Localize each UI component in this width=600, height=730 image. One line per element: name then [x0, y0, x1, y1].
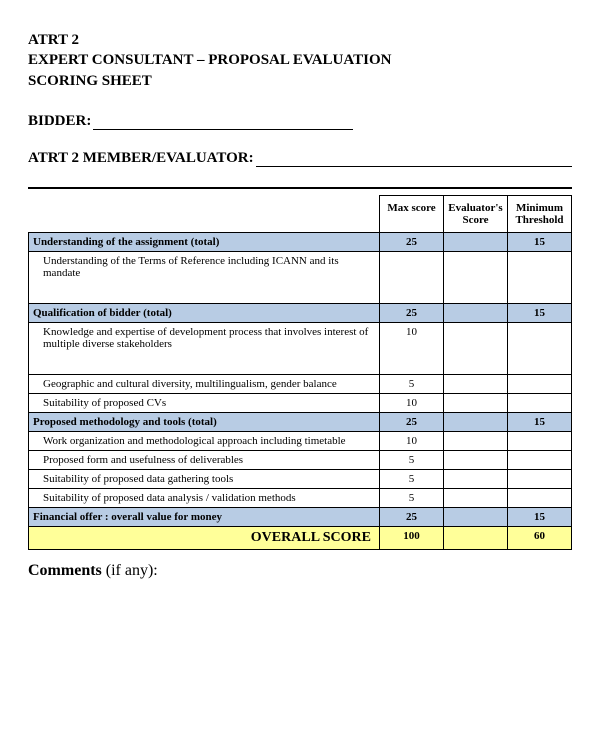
row-min — [508, 450, 572, 469]
row-desc: Proposed form and usefulness of delivera… — [29, 450, 380, 469]
section-evaluator — [444, 412, 508, 431]
row-min — [508, 322, 572, 374]
section-evaluator — [444, 232, 508, 251]
table-row: Suitability of proposed CVs10 — [29, 393, 572, 412]
row-max: 10 — [380, 431, 444, 450]
bidder-field: BIDDER: — [28, 113, 572, 130]
row-desc: Understanding of the Terms of Reference … — [29, 251, 380, 303]
evaluator-label: ATRT 2 MEMBER/EVALUATOR: — [28, 150, 254, 167]
title-line-3: SCORING SHEET — [28, 71, 572, 91]
comments-label: Comments — [28, 562, 102, 579]
col-max-header: Max score — [380, 195, 444, 232]
table-row: Proposed form and usefulness of delivera… — [29, 450, 572, 469]
section-max: 25 — [380, 412, 444, 431]
financial-row: Financial offer : overall value for mone… — [29, 507, 572, 526]
overall-label: OVERALL SCORE — [29, 526, 380, 549]
section-max: 25 — [380, 303, 444, 322]
table-row: Suitability of proposed data analysis / … — [29, 488, 572, 507]
bidder-label: BIDDER: — [28, 113, 91, 130]
row-max: 5 — [380, 374, 444, 393]
evaluator-input-line[interactable] — [256, 153, 572, 167]
row-evaluator — [444, 322, 508, 374]
section-min: 15 — [508, 232, 572, 251]
table-row: Geographic and cultural diversity, multi… — [29, 374, 572, 393]
row-desc: Suitability of proposed data gathering t… — [29, 469, 380, 488]
section-min: 15 — [508, 303, 572, 322]
table-row: Work organization and methodological app… — [29, 431, 572, 450]
comments-section: Comments (if any): — [28, 562, 572, 580]
financial-max: 25 — [380, 507, 444, 526]
financial-title: Financial offer : overall value for mone… — [29, 507, 380, 526]
row-min — [508, 393, 572, 412]
financial-evaluator — [444, 507, 508, 526]
row-evaluator — [444, 469, 508, 488]
section-header-row: Proposed methodology and tools (total)25… — [29, 412, 572, 431]
row-max: 5 — [380, 450, 444, 469]
row-min — [508, 374, 572, 393]
row-max: 5 — [380, 488, 444, 507]
row-max: 10 — [380, 322, 444, 374]
row-evaluator — [444, 374, 508, 393]
evaluator-field: ATRT 2 MEMBER/EVALUATOR: — [28, 150, 572, 167]
title-line-2: EXPERT CONSULTANT – PROPOSAL EVALUATION — [28, 50, 572, 70]
row-evaluator — [444, 251, 508, 303]
section-title: Understanding of the assignment (total) — [29, 232, 380, 251]
section-title: Qualification of bidder (total) — [29, 303, 380, 322]
row-desc: Geographic and cultural diversity, multi… — [29, 374, 380, 393]
row-min — [508, 251, 572, 303]
row-desc: Work organization and methodological app… — [29, 431, 380, 450]
table-row: Knowledge and expertise of development p… — [29, 322, 572, 374]
table-row: Understanding of the Terms of Reference … — [29, 251, 572, 303]
financial-min: 15 — [508, 507, 572, 526]
row-max: 10 — [380, 393, 444, 412]
row-max — [380, 251, 444, 303]
overall-min: 60 — [508, 526, 572, 549]
table-row: Suitability of proposed data gathering t… — [29, 469, 572, 488]
section-title: Proposed methodology and tools (total) — [29, 412, 380, 431]
title-line-1: ATRT 2 — [28, 30, 572, 50]
row-min — [508, 469, 572, 488]
row-desc: Suitability of proposed data analysis / … — [29, 488, 380, 507]
row-min — [508, 488, 572, 507]
col-desc-header — [29, 195, 380, 232]
row-evaluator — [444, 450, 508, 469]
overall-row: OVERALL SCORE100 60 — [29, 526, 572, 549]
document-title: ATRT 2 EXPERT CONSULTANT – PROPOSAL EVAL… — [28, 30, 572, 91]
bidder-input-line[interactable] — [93, 116, 353, 130]
section-header-row: Understanding of the assignment (total)2… — [29, 232, 572, 251]
section-evaluator — [444, 303, 508, 322]
col-evaluator-header: Evaluator's Score — [444, 195, 508, 232]
overall-max: 100 — [380, 526, 444, 549]
row-desc: Knowledge and expertise of development p… — [29, 322, 380, 374]
col-min-header: Minimum Threshold — [508, 195, 572, 232]
overall-evaluator — [444, 526, 508, 549]
divider-line — [28, 187, 572, 189]
row-evaluator — [444, 488, 508, 507]
scoring-table: Max score Evaluator's Score Minimum Thre… — [28, 195, 572, 550]
row-max: 5 — [380, 469, 444, 488]
row-evaluator — [444, 393, 508, 412]
table-header-row: Max score Evaluator's Score Minimum Thre… — [29, 195, 572, 232]
section-min: 15 — [508, 412, 572, 431]
section-max: 25 — [380, 232, 444, 251]
comments-suffix: (if any): — [102, 562, 158, 579]
row-min — [508, 431, 572, 450]
section-header-row: Qualification of bidder (total)25 15 — [29, 303, 572, 322]
row-desc: Suitability of proposed CVs — [29, 393, 380, 412]
row-evaluator — [444, 431, 508, 450]
